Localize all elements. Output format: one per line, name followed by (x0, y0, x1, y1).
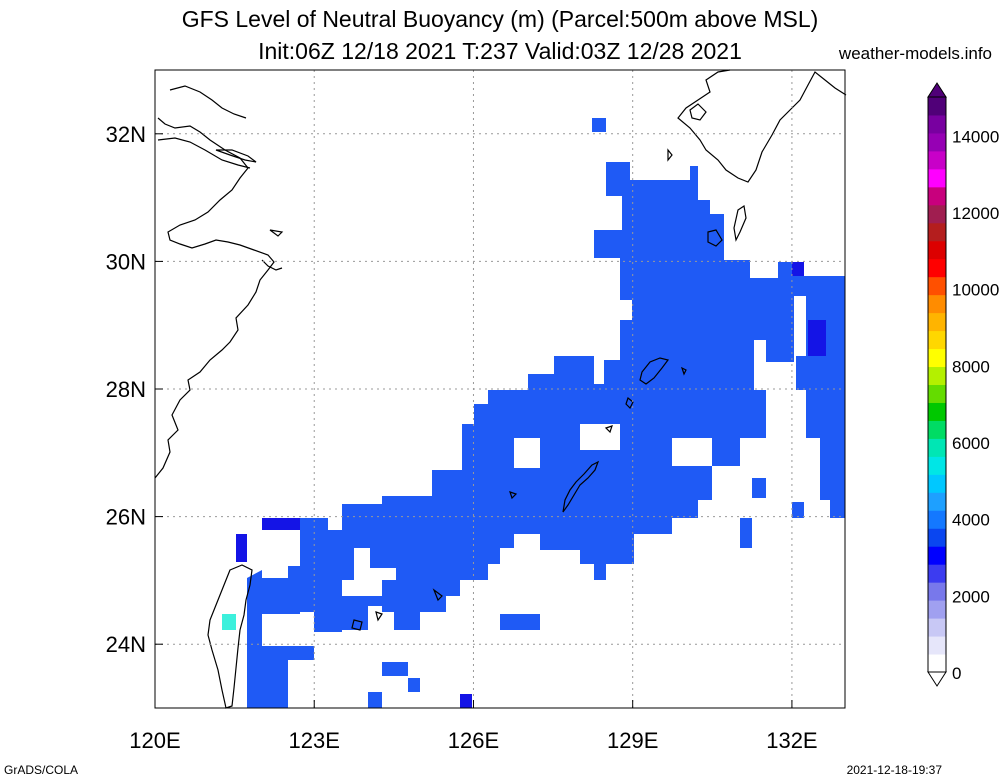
map-frame (154, 69, 846, 709)
buoyancy-high-region (236, 534, 247, 562)
colorbar-label: 4000 (952, 511, 990, 530)
y-tick-label: 30N (106, 249, 146, 274)
colorbar-label: 6000 (952, 434, 990, 453)
colorbar-swatch (928, 276, 946, 296)
buoyancy-gap (514, 438, 540, 468)
colorbar-frame (927, 96, 947, 673)
colorbar-swatch (928, 168, 946, 188)
colorbar-label: 10000 (952, 281, 999, 300)
colorbar-swatch (928, 186, 946, 206)
buoyancy-region (382, 662, 408, 676)
colorbar-swatch (928, 420, 946, 439)
buoyancy-peak-region (222, 614, 236, 630)
buoyancy-gap (580, 424, 620, 450)
colorbar-swatch (928, 654, 946, 673)
colorbar-swatch (928, 438, 946, 457)
buoyancy-region (368, 692, 382, 708)
buoyancy-region (247, 162, 845, 708)
colorbar-swatch (928, 636, 946, 655)
colorbar-swatch (928, 150, 946, 170)
colorbar-label: 0 (952, 664, 961, 683)
colorbar-swatch (928, 564, 946, 583)
buoyancy-region (342, 596, 368, 630)
colorbar-label: 8000 (952, 357, 990, 376)
x-tick-label: 129E (607, 728, 658, 753)
buoyancy-region (500, 614, 540, 630)
colorbar-swatch (928, 204, 946, 224)
colorbar-swatch (928, 618, 946, 637)
colorbar-swatch (928, 492, 946, 511)
buoyancy-high-region (808, 320, 826, 356)
colorbar-swatch (928, 348, 946, 368)
colorbar-swatch (928, 312, 946, 332)
x-tick-label: 120E (129, 728, 180, 753)
buoyancy-gap (672, 438, 712, 466)
colorbar-swatch (928, 402, 946, 421)
colorbar-swatch (928, 474, 946, 493)
colorbar-swatch (928, 600, 946, 619)
colorbar-swatch (928, 114, 946, 134)
colorbar-label: 2000 (952, 587, 990, 606)
colorbar-swatch (928, 132, 946, 152)
buoyancy-region (792, 502, 804, 518)
y-tick-label: 26N (106, 505, 146, 530)
y-tick-label: 24N (106, 632, 146, 657)
colorbar-min-arrow (927, 671, 947, 687)
colorbar-swatch (928, 330, 946, 350)
x-tick-label: 132E (766, 728, 817, 753)
buoyancy-region (592, 118, 606, 132)
buoyancy-region (314, 612, 342, 632)
colorbar-swatch (928, 510, 946, 529)
buoyancy-high-region (792, 262, 804, 276)
coastline (154, 69, 847, 709)
colorbar-swatch (928, 294, 946, 314)
colorbar-swatch (928, 528, 946, 547)
colorbar-label: 12000 (952, 204, 999, 223)
axis-labels: 120E 123E 126E 129E 132E 24N 26N 28N 30N 32N (106, 122, 818, 753)
buoyancy-gap (740, 438, 766, 478)
colorbar-swatch (928, 384, 946, 403)
site-label: weather-models.info (838, 44, 992, 63)
colorbar-swatch (928, 240, 946, 260)
y-tick-label: 32N (106, 122, 146, 147)
colorbar-swatch (928, 258, 946, 278)
colorbar-swatch (928, 366, 946, 385)
buoyancy-gap (262, 614, 300, 646)
buoyancy-high-region (262, 518, 300, 530)
colorbar-max-arrow (927, 82, 947, 98)
colorbar-swatch (928, 97, 946, 116)
buoyancy-region (740, 518, 752, 548)
colorbar-swatch (928, 222, 946, 242)
buoyancy-region (408, 678, 420, 692)
buoyancy-region (370, 546, 396, 568)
y-tick-label: 28N (106, 377, 146, 402)
buoyancy-field (222, 118, 845, 708)
chart-title-line1: GFS Level of Neutral Buoyancy (m) (Parce… (181, 6, 819, 32)
chart-title-line2: Init:06Z 12/18 2021 T:237 Valid:03Z 12/2… (258, 38, 742, 64)
footer-timestamp: 2021-12-18-19:37 (846, 763, 942, 777)
x-tick-label: 126E (448, 728, 499, 753)
colorbar: 0 2000 4000 6000 8000 10000 12000 14000 (927, 82, 999, 687)
buoyancy-high-region (460, 694, 472, 708)
colorbar-label: 14000 (952, 127, 999, 146)
colorbar-swatch (928, 456, 946, 475)
graticule (154, 70, 845, 708)
colorbar-swatch (928, 582, 946, 601)
x-tick-label: 123E (289, 728, 340, 753)
buoyancy-gap (262, 566, 288, 578)
footer-credit: GrADS/COLA (4, 763, 79, 777)
buoyancy-gap (247, 534, 300, 566)
colorbar-swatch (928, 546, 946, 565)
